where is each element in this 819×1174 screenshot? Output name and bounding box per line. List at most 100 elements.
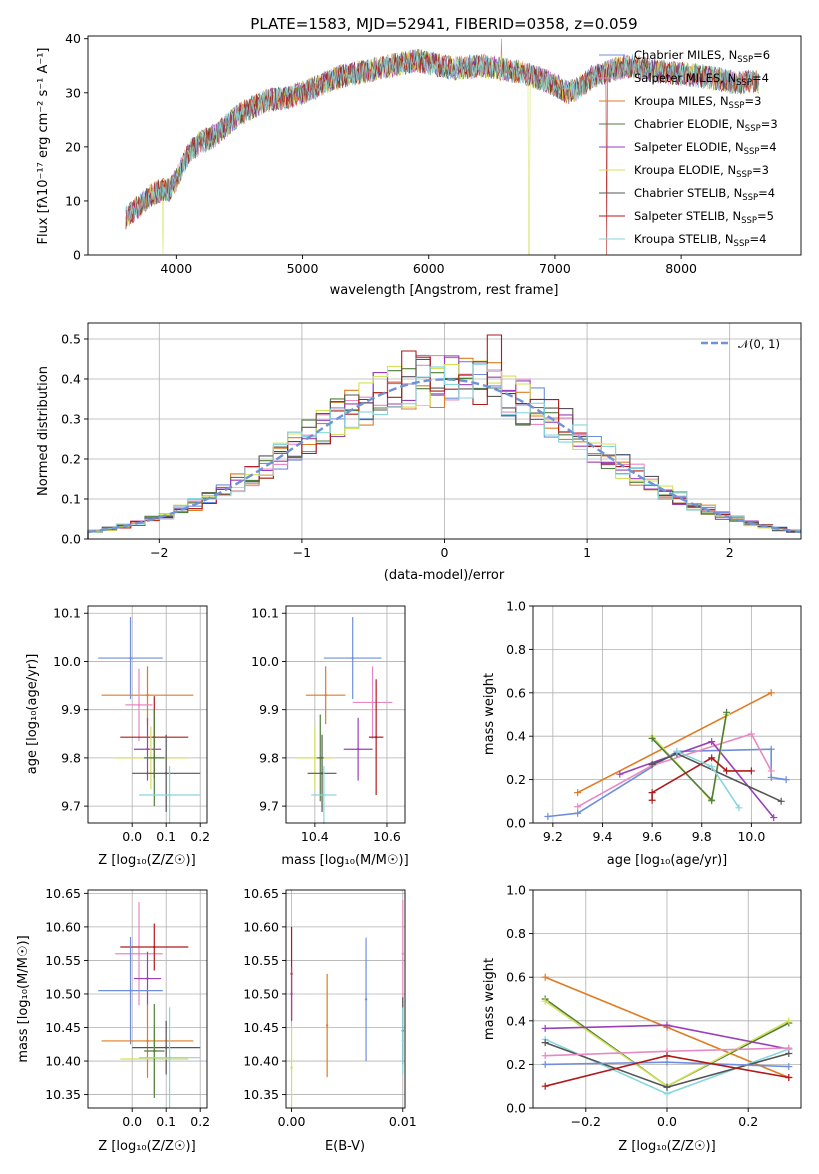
- residuals-legend: 𝒩(0, 1): [701, 337, 780, 351]
- age-vs-mass-panel: 10.4 10.6 9.7 9.8 9.9 10.0 10.1 mass [log₁₀(M/…: [251, 605, 409, 868]
- mass_vs_ebv-ytick-label-6: 10.65: [243, 886, 279, 901]
- age_vs_mass-xtick-label-0: 10.4: [301, 829, 329, 844]
- age_vs_z-point-kroupa_miles: [146, 694, 149, 697]
- mass_vs_z-point-chabrier_miles: [129, 989, 132, 992]
- weight_vs_age-ytick-label-5: 1.0: [506, 599, 526, 614]
- weight-vs-age-y-label: mass weight: [482, 673, 497, 755]
- weight_vs_age-marker-chabrier_miles-4: [767, 773, 775, 781]
- age_vs_z-point-chabrier_elodie: [153, 756, 156, 760]
- mass_vs_z-point-chabrier_stelib: [165, 1046, 168, 1049]
- age_vs_z-xtick-label-2: 0.2: [190, 829, 210, 844]
- weight_vs_age-marker-salpeter_elodie-2: [770, 814, 778, 822]
- mass_vs_z-point-salpeter_elodie: [146, 977, 149, 980]
- legend-label-chabrier_elodie: Chabrier ELODIE, NSSP=3: [634, 117, 778, 134]
- age-vs-z-x-label: Z [log₁₀(Z/Z☉)]: [98, 853, 195, 868]
- weight_vs_z-marker-kroupa_elodie-0: [541, 997, 549, 1005]
- residuals-x-label: (data-model)/error: [384, 568, 505, 583]
- mass_vs_ebv-point-kroupa_stelib: [401, 1039, 404, 1043]
- residuals-ytick-label-0: 0.0: [61, 532, 81, 547]
- spectrum-xtick-label-4: 8000: [665, 261, 697, 276]
- weight_vs_age-marker-kroupa_miles-0: [574, 789, 582, 797]
- weight-vs-age-x-label: age [log₁₀(age/yr)]: [607, 853, 728, 868]
- weight_vs_z-ytick-label-0: 0.0: [506, 1101, 526, 1116]
- weight_vs_age-marker-chabrier_elodie-1: [708, 796, 716, 804]
- weight_vs_z-marker-salpeter_stelib-0: [541, 1082, 549, 1090]
- age_vs_mass-ytick-label-4: 10.1: [251, 606, 279, 621]
- weight_vs_age-ytick-label-2: 0.4: [506, 729, 526, 744]
- spectrum-xtick-label-2: 6000: [413, 261, 445, 276]
- mass-vs-ebv-panel: 0.00 0.01 10.35 10.40 10.45 10.50 10.55 10.60 10…: [243, 886, 416, 1154]
- mass_vs_z-point-salpeter_miles: [137, 952, 141, 955]
- age_vs_z-ytick-label-1: 9.8: [61, 750, 81, 765]
- mass_vs_z-ytick-label-4: 10.55: [45, 953, 81, 968]
- mass_vs_z-xtick-label-2: 0.2: [190, 1114, 210, 1129]
- age_vs_mass-point-kroupa_miles: [324, 694, 327, 697]
- legend-label-chabrier_stelib: Chabrier STELIB, NSSP=4: [634, 186, 775, 203]
- residuals-xtick-label-1: −1: [293, 545, 311, 560]
- weight_vs_age-marker-chabrier_elodie-2: [723, 708, 731, 716]
- weight-vs-age-panel: 9.2 9.4 9.6 9.8 10.0 0.0 0.2 0.4 0.6 0.8 1.0 age […: [482, 599, 802, 868]
- age_vs_mass-point-salpeter_miles: [371, 701, 374, 704]
- weight_vs_age-marker-salpeter_stelib-4: [747, 767, 755, 775]
- mass_vs_ebv-ytick-label-3: 10.50: [243, 986, 279, 1001]
- weight_vs_z-marker-chabrier_miles-0: [541, 1060, 549, 1068]
- residuals-ytick-label-4: 0.4: [61, 372, 81, 387]
- mass-vs-z-x-label: Z [log₁₀(Z/Z☉)]: [98, 1139, 195, 1154]
- mass_vs_z-ytick-label-0: 10.35: [45, 1087, 81, 1102]
- residuals-normal-curve: [87, 378, 802, 534]
- mass_vs_ebv-ytick-label-0: 10.35: [243, 1087, 279, 1102]
- weight_vs_z-ytick-label-3: 0.6: [506, 970, 526, 985]
- weight_vs_age-ytick-label-1: 0.2: [506, 772, 526, 787]
- spectrum-xtick-label-1: 5000: [287, 261, 319, 276]
- weight-vs-z-y-label: mass weight: [482, 958, 497, 1040]
- spectrum-line-kroupa_stelib: [125, 50, 760, 227]
- age_vs_mass-point-salpeter_elodie: [356, 748, 360, 751]
- weight_vs_age-ytick-label-0: 0.0: [506, 816, 526, 831]
- weight_vs_age-marker-chabrier_miles-0: [544, 812, 552, 820]
- age_vs_z-ytick-label-4: 10.1: [53, 606, 81, 621]
- weight-vs-z-x-label: Z [log₁₀(Z/Z☉)]: [618, 1139, 715, 1154]
- spectrum-xtick-label-0: 4000: [160, 261, 192, 276]
- weight_vs_age-xtick-label-2: 9.6: [642, 829, 662, 844]
- legend-label-salpeter_miles: Salpeter MILES, NSSP=4: [634, 71, 769, 88]
- mass_vs_z-ytick-label-3: 10.50: [45, 986, 81, 1001]
- weight_vs_age-xtick-label-3: 9.8: [692, 829, 712, 844]
- residuals-xtick-label-0: −2: [150, 545, 168, 560]
- weight_vs_age-marker-chabrier_miles-3: [767, 745, 775, 753]
- age_vs_mass-xtick-label-1: 10.6: [373, 829, 401, 844]
- mass_vs_z-xtick-label-0: 0.0: [122, 1114, 142, 1129]
- age_vs_mass-point-kroupa_stelib: [322, 793, 326, 797]
- residuals-hist-kroupa_stelib: [87, 363, 801, 539]
- legend-label-salpeter_elodie: Salpeter ELODIE, NSSP=4: [634, 140, 777, 157]
- weight_vs_age-marker-kroupa_stelib-2: [735, 804, 743, 812]
- spectrum-ytick-label-2: 20: [65, 139, 81, 154]
- weight_vs_z-marker-chabrier_stelib-0: [541, 1039, 549, 1047]
- spectrum-x-label: wavelength [Angstrom, rest frame]: [330, 283, 559, 298]
- weight_vs_z-xtick-label-2: 0.2: [738, 1114, 758, 1129]
- weight_vs_age-marker-chabrier_stelib-2: [777, 797, 785, 805]
- age_vs_mass-point-salpeter_stelib: [374, 735, 378, 739]
- mass_vs_ebv-ytick-label-4: 10.55: [243, 953, 279, 968]
- weight_vs_age-marker-chabrier_miles-5: [782, 776, 790, 784]
- age_vs_mass-ytick-label-1: 9.8: [259, 750, 279, 765]
- residuals-ytick-label-3: 0.3: [61, 412, 81, 427]
- mass_vs_ebv-point-kroupa_elodie: [290, 1066, 293, 1069]
- weight_vs_age-xtick-label-1: 9.4: [593, 829, 613, 844]
- weight_vs_age-marker-salpeter_elodie-0: [616, 770, 624, 778]
- weight_vs_age-marker-chabrier_stelib-0: [648, 760, 656, 768]
- spectrum-ytick-label-3: 30: [65, 85, 81, 100]
- age_vs_z-xtick-label-0: 0.0: [122, 829, 142, 844]
- age_vs_mass-ytick-label-3: 10.0: [251, 654, 279, 669]
- mass-vs-ebv-x-label: E(B-V): [325, 1139, 365, 1154]
- age_vs_z-point-kroupa_stelib: [168, 793, 171, 797]
- age_vs_z-point-salpeter_miles: [137, 703, 141, 707]
- weight_vs_age-marker-salpeter_stelib-1: [648, 789, 656, 797]
- weight_vs_z-marker-salpeter_stelib-2: [785, 1073, 793, 1081]
- spectrum-legend: Chabrier MILES, NSSP=6 Salpeter MILES, NS…: [599, 48, 778, 249]
- weight_vs_z-ytick-label-2: 0.4: [506, 1013, 526, 1028]
- spectrum-ytick-label-0: 0: [73, 248, 81, 263]
- weight_vs_age-marker-chabrier_elodie-0: [648, 734, 656, 742]
- weight_vs_age-marker-chabrier_miles-1: [574, 809, 582, 817]
- weight_vs_age-xtick-label-0: 9.2: [543, 829, 563, 844]
